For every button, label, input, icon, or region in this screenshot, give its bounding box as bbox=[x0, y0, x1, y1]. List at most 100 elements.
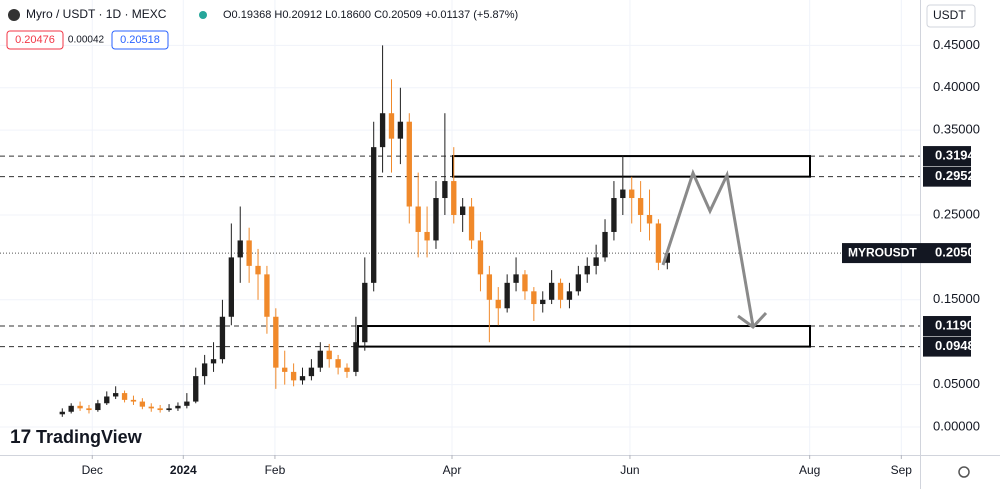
x-tick-label: Dec bbox=[82, 463, 103, 477]
candle-body bbox=[451, 181, 457, 215]
candle-body bbox=[104, 396, 110, 404]
level-label: 0.29521 bbox=[935, 168, 982, 183]
candle-body bbox=[112, 393, 119, 397]
y-tick-label: 0.35000 bbox=[933, 122, 980, 137]
candle-body bbox=[379, 113, 386, 148]
y-tick-label: 0.15000 bbox=[933, 291, 980, 306]
candle-body bbox=[575, 274, 582, 292]
x-tick-label: 2024 bbox=[170, 463, 197, 477]
candle-body bbox=[246, 240, 252, 266]
x-tick-label: Apr bbox=[443, 463, 462, 477]
x-tick-label: Aug bbox=[799, 463, 820, 477]
candle-body bbox=[486, 274, 493, 300]
level-label-bg bbox=[923, 336, 971, 357]
candle-body bbox=[540, 299, 546, 305]
candle-body bbox=[646, 214, 653, 224]
candle-body bbox=[584, 265, 590, 275]
candle-body bbox=[424, 231, 430, 241]
candle-body bbox=[290, 371, 297, 381]
candle-body bbox=[139, 401, 146, 407]
candle-body bbox=[664, 253, 670, 263]
logo-mark: 17 bbox=[10, 427, 31, 448]
settings-icon[interactable] bbox=[958, 466, 970, 478]
currency: USDT bbox=[933, 8, 966, 22]
candle-body bbox=[531, 291, 537, 305]
last-price-tag bbox=[842, 243, 971, 264]
candle-body bbox=[362, 282, 368, 343]
candle-body bbox=[210, 359, 217, 364]
candle-body bbox=[86, 408, 92, 411]
zones bbox=[0, 155, 920, 348]
candle-body bbox=[237, 240, 243, 258]
y-tick-label: 0.45000 bbox=[933, 37, 980, 52]
logo: TradingView bbox=[36, 427, 143, 447]
candle-body bbox=[193, 376, 199, 402]
level-label: 0.31947 bbox=[935, 148, 982, 163]
candle-body bbox=[59, 411, 65, 415]
candle-body bbox=[317, 350, 323, 368]
candle-body bbox=[548, 282, 555, 300]
candle-body bbox=[77, 405, 83, 409]
candle-body bbox=[255, 265, 261, 275]
candle-body bbox=[371, 147, 377, 283]
candle-body bbox=[522, 274, 528, 292]
candle-body bbox=[148, 406, 154, 409]
last-price-name: MYROUSDT bbox=[848, 245, 917, 259]
candle-body bbox=[157, 408, 163, 411]
y-tick-label: 0.05000 bbox=[933, 376, 980, 391]
level-label: 0.11908 bbox=[935, 317, 981, 332]
ohlc-text: O0.19368 H0.20912 L0.18600 C0.20509 +0.0… bbox=[223, 9, 518, 21]
candle-body bbox=[344, 367, 350, 372]
candle-body bbox=[353, 342, 359, 372]
spread: 0.00042 bbox=[68, 35, 105, 46]
candle-body bbox=[308, 367, 315, 377]
candle-body bbox=[513, 274, 519, 283]
candle-body bbox=[130, 399, 137, 402]
candle-body bbox=[388, 113, 395, 139]
candle-body bbox=[460, 206, 466, 215]
candle-body bbox=[504, 282, 510, 309]
candle-body bbox=[282, 367, 288, 372]
candle-body bbox=[335, 359, 341, 368]
zone bbox=[357, 325, 811, 348]
candle-body bbox=[121, 393, 128, 400]
candle-body bbox=[95, 403, 101, 411]
x-tick-label: Sep bbox=[891, 463, 913, 477]
ask-box[interactable] bbox=[111, 30, 169, 50]
candle-body bbox=[477, 240, 484, 275]
candle-body bbox=[495, 299, 501, 309]
candle-body bbox=[219, 316, 226, 360]
projection-path bbox=[661, 168, 755, 327]
candle-body bbox=[611, 198, 617, 232]
candle-body bbox=[184, 401, 190, 406]
y-tick-label: 0.00000 bbox=[933, 418, 980, 433]
last-price-value: 0.20509 bbox=[935, 245, 982, 260]
bid-box[interactable] bbox=[6, 30, 64, 50]
candle-body bbox=[397, 121, 404, 139]
candle-body bbox=[326, 350, 332, 360]
ask-price: 0.20518 bbox=[120, 34, 160, 46]
candle-body bbox=[299, 376, 306, 381]
level-label-bg bbox=[923, 146, 971, 167]
candle-body bbox=[593, 257, 599, 266]
x-tick-label: Jun bbox=[620, 463, 639, 477]
level-label-bg bbox=[923, 316, 971, 337]
bid-price: 0.20476 bbox=[15, 34, 55, 46]
level-label: 0.09482 bbox=[935, 338, 982, 353]
candle-body bbox=[629, 189, 635, 199]
candle-body bbox=[566, 291, 573, 300]
x-tick-label: Feb bbox=[265, 463, 286, 477]
zone bbox=[452, 155, 811, 178]
candle-body bbox=[557, 282, 564, 300]
currency-box[interactable] bbox=[926, 4, 976, 28]
level-label-bg bbox=[923, 166, 971, 187]
projection-arrowhead bbox=[737, 311, 768, 329]
candle-body bbox=[201, 363, 208, 377]
candle-body bbox=[433, 198, 439, 241]
candle-body bbox=[468, 206, 475, 241]
y-tick-label: 0.40000 bbox=[933, 79, 980, 94]
candle-body bbox=[620, 189, 626, 199]
candle-body bbox=[406, 121, 412, 207]
candle-body bbox=[264, 274, 270, 317]
